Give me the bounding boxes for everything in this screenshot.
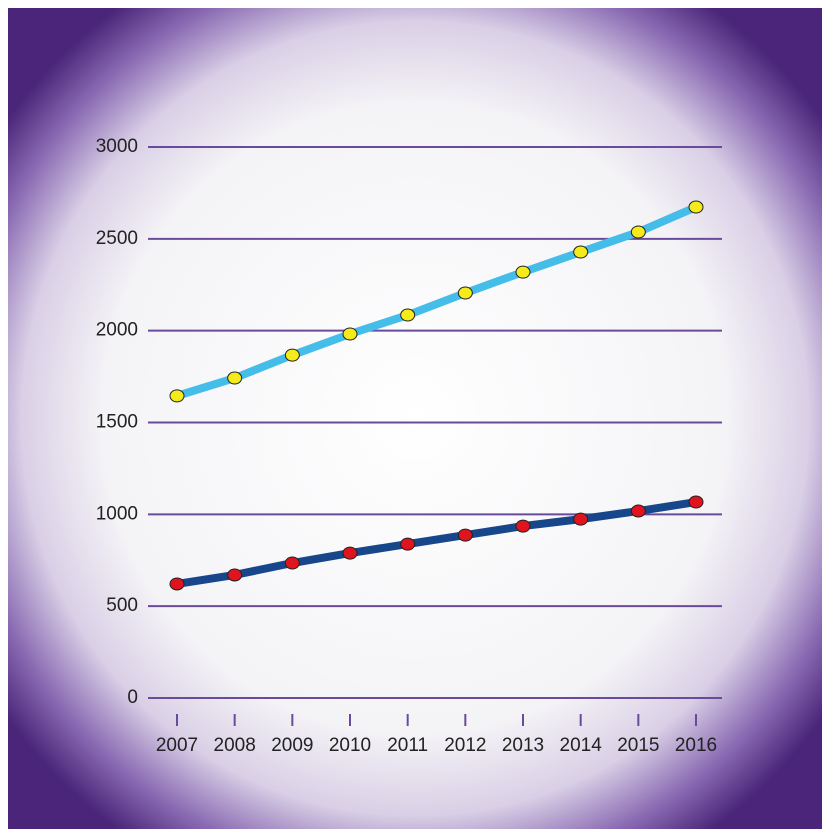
y-tick-label: 2000	[96, 320, 138, 341]
y-tick-label: 500	[106, 595, 138, 616]
y-tick-label: 3000	[96, 136, 138, 157]
point-marker	[227, 568, 243, 582]
point-marker	[573, 245, 589, 259]
point-marker	[457, 286, 473, 300]
point-marker	[688, 200, 704, 214]
x-tick-label: 2014	[560, 735, 603, 756]
x-tick-label: 2008	[214, 735, 256, 756]
x-tick-label: 2007	[156, 735, 198, 756]
y-tick-label: 1500	[96, 412, 138, 433]
x-tick-label: 2009	[271, 735, 313, 756]
y-tick-label: 0	[127, 687, 138, 708]
x-tick-label: 2012	[444, 735, 486, 756]
x-tick-label: 2010	[329, 735, 371, 756]
point-marker	[227, 371, 243, 385]
point-marker	[284, 348, 300, 362]
x-tick-label: 2011	[387, 735, 428, 756]
x-tick-label: 2015	[617, 735, 659, 756]
series-line	[173, 498, 700, 588]
point-marker	[457, 528, 473, 542]
point-marker	[284, 556, 300, 570]
background	[8, 8, 822, 829]
point-marker	[573, 512, 589, 526]
series-line	[173, 203, 700, 400]
y-tick-label: 1000	[96, 503, 138, 524]
point-marker	[630, 504, 646, 518]
point-marker	[630, 225, 646, 239]
point-marker	[688, 495, 704, 509]
point-marker	[515, 265, 531, 279]
point-marker	[515, 519, 531, 533]
x-tick-label: 2013	[502, 735, 544, 756]
x-tick-label: 2016	[675, 735, 717, 756]
point-marker	[400, 308, 416, 322]
point-marker	[400, 537, 416, 551]
point-marker	[342, 327, 358, 341]
y-tick-label: 2500	[96, 228, 138, 249]
point-marker	[342, 546, 358, 560]
point-marker	[169, 577, 185, 591]
point-marker	[169, 389, 185, 403]
